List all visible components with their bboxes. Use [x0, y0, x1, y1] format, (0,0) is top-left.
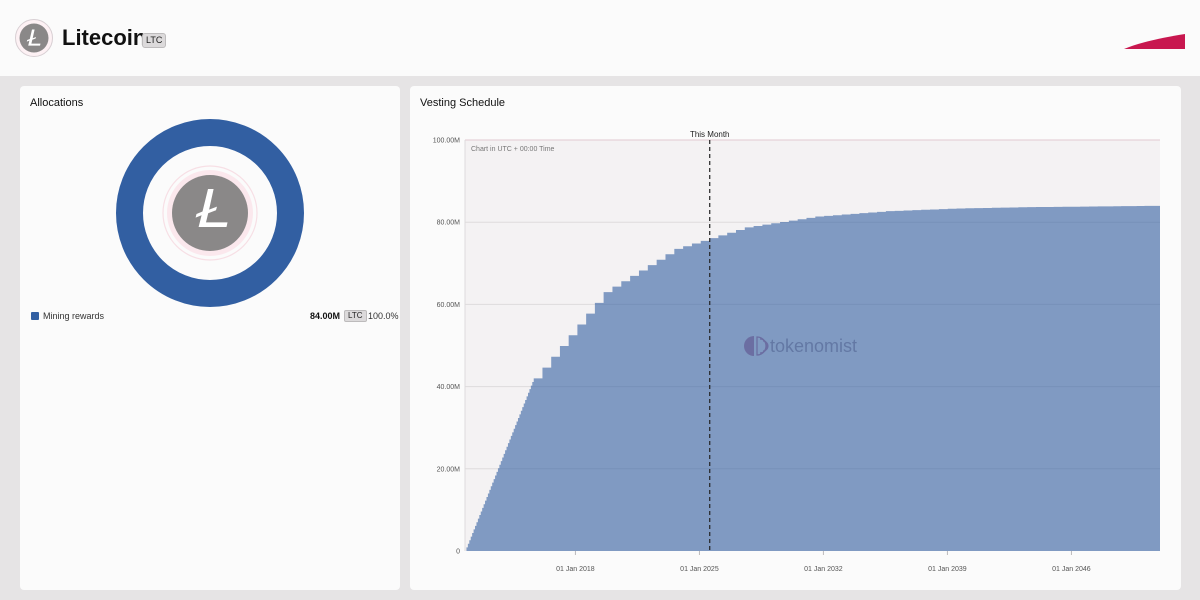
vesting-title: Vesting Schedule: [420, 97, 506, 109]
this-month-label: This Month: [690, 130, 730, 139]
series-area-0[interactable]: [465, 205, 1160, 551]
litecoin-logo-icon: [15, 19, 53, 57]
legend-percent: 100.0%: [368, 311, 399, 321]
vesting-panel: Vesting Schedule Chart in UTC + 00:00 Ti…: [410, 86, 1181, 590]
x-tick-label: 01 Jan 2025: [680, 566, 719, 573]
legend-label: Mining rewards: [43, 311, 105, 321]
legend-unit-badge: LTC: [344, 310, 367, 322]
y-tick-label: 20.00M: [437, 466, 461, 473]
litecoin-center-icon: [172, 175, 248, 251]
this-month-marker: This Month: [690, 130, 730, 551]
allocations-panel: Allocations Mining rewards 84.00M LTC 10…: [20, 86, 400, 590]
top-bar: Litecoin LTC: [0, 0, 1200, 76]
allocation-legend-item[interactable]: Mining rewards 84.00M LTC 100.0%: [31, 310, 399, 325]
x-tick-label: 01 Jan 2046: [1052, 566, 1091, 573]
legend-amount: 84.00M: [310, 311, 341, 321]
legend-swatch: [31, 312, 39, 320]
x-tick-label: 01 Jan 2032: [804, 566, 843, 573]
y-tick-label: 100.00M: [433, 138, 460, 145]
x-tick-label: 01 Jan 2018: [556, 566, 595, 573]
ticker-badge: LTC: [142, 33, 167, 48]
donut-slice-mining-rewards[interactable]: [116, 119, 304, 307]
allocation-donut-chart: [116, 119, 304, 307]
brand-swoosh-icon[interactable]: [1120, 30, 1186, 52]
x-tick-label: 01 Jan 2039: [928, 566, 967, 573]
coin-name: Litecoin: [62, 25, 147, 50]
allocations-title: Allocations: [30, 97, 84, 109]
timezone-note: Chart in UTC + 00:00 Time: [471, 146, 555, 153]
y-tick-label: 60.00M: [437, 302, 461, 309]
series-layer: [465, 205, 1160, 551]
y-tick-label: 80.00M: [437, 220, 461, 227]
y-axis: 0 20.00M 40.00M 60.00M 80.00M 100.00M: [433, 138, 460, 556]
vesting-chart: Chart in UTC + 00:00 Time tokenomist 020…: [433, 130, 1160, 573]
y-tick-label: 0: [456, 549, 460, 556]
y-tick-label: 40.00M: [437, 384, 461, 391]
x-axis: 01 Jan 2018 01 Jan 2025 01 Jan 2032 01 Jan …: [556, 551, 1091, 573]
